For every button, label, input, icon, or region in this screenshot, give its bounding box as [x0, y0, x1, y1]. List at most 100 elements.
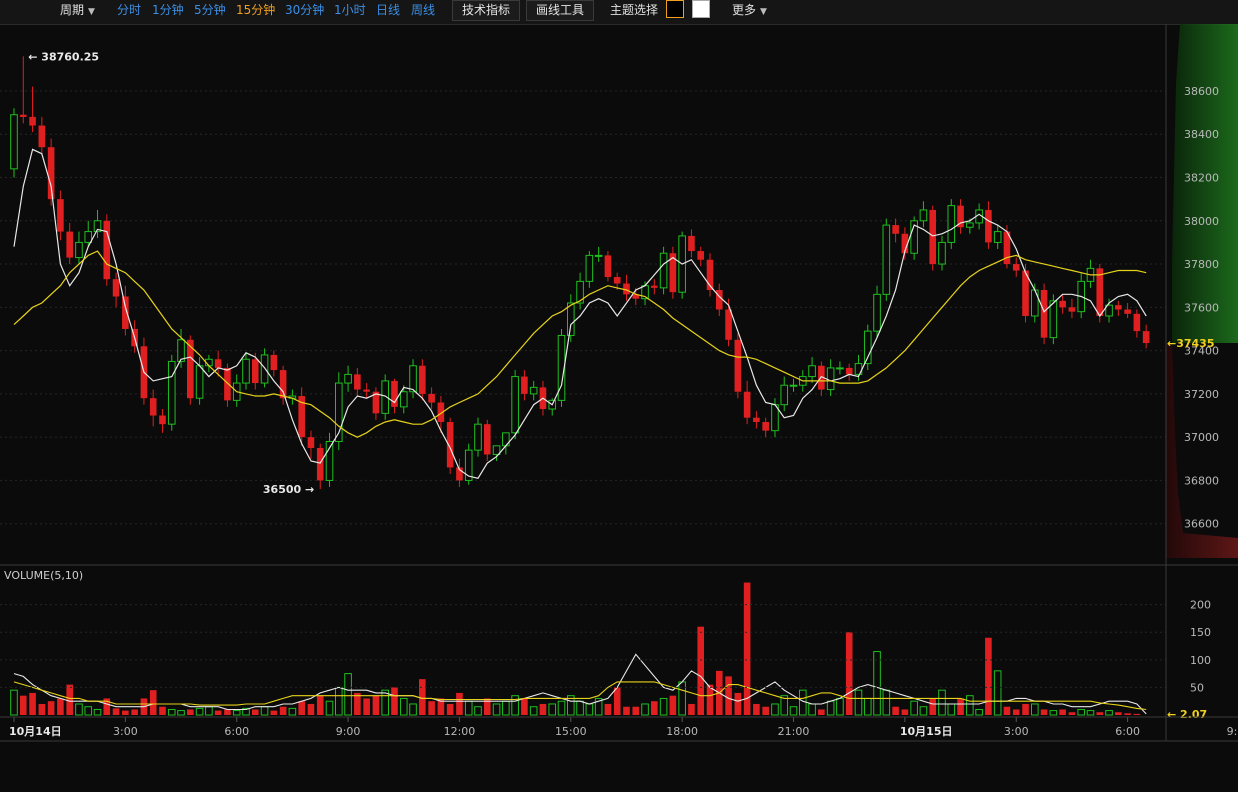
candle-body-down [270, 354, 278, 371]
volume-bar-up [474, 706, 482, 716]
candle-body-up [260, 354, 269, 384]
more-label: 更多 [732, 3, 757, 17]
volume-bar-down [818, 709, 825, 715]
volume-bar-down [270, 710, 278, 715]
candle-body-down [688, 235, 695, 252]
volume-bar-down [428, 701, 435, 715]
period-tab-active[interactable]: 15分钟 [236, 3, 276, 17]
period-tab[interactable]: 5分钟 [194, 3, 226, 17]
period-tab[interactable]: 1小时 [334, 3, 366, 17]
volume-ma-slow-line [13, 681, 1147, 711]
volume-bar-up [325, 700, 334, 716]
price-tick-label: 37800 [1184, 258, 1219, 271]
candle-body-up [938, 241, 946, 265]
candle-body-down [734, 339, 742, 392]
candle-body-up [75, 241, 83, 259]
volume-bar-up [195, 707, 204, 716]
candle-body-down [103, 220, 111, 280]
volume-bar-down [149, 690, 157, 715]
volume-bar-down [706, 684, 714, 715]
candle-body-up [344, 373, 352, 384]
volume-bar-up [399, 697, 408, 716]
candle-body-down [845, 367, 853, 375]
volume-bar-up [381, 689, 389, 716]
volume-bar-up [780, 695, 789, 716]
more-dropdown[interactable]: 更多 ▼ [732, 0, 767, 24]
candle-body-up [873, 293, 881, 332]
candle-body-down [279, 370, 287, 399]
volume-bar-up [335, 686, 343, 716]
low-price-marker: 36500 → [263, 483, 314, 496]
candle-body-up [576, 280, 584, 304]
time-tick-label: 6:00 [224, 725, 249, 738]
candlestick-series [10, 56, 1150, 490]
candle-body-down [892, 225, 899, 234]
candle-body-up [93, 220, 102, 233]
candle-body-up [325, 440, 334, 481]
volume-bar-down [1124, 713, 1131, 715]
volume-bar-down [112, 708, 120, 715]
drawing-tools-button[interactable]: 画线工具 [526, 0, 595, 21]
candle-body-down [483, 424, 491, 455]
time-tick-label: 10月15日 [900, 725, 953, 738]
price-gridlines [0, 90, 1166, 525]
candle-body-up [910, 220, 918, 254]
volume-bar-down [1003, 706, 1011, 715]
candle-body-down [316, 447, 324, 481]
candle-body-down [354, 374, 361, 390]
period-tab[interactable]: 分时 [117, 3, 142, 17]
ma-fast-line [13, 148, 1147, 479]
volume-bar-up [1086, 710, 1095, 716]
time-tick-label: 21:00 [778, 725, 810, 738]
volume-bar-down [131, 709, 138, 715]
volume-bar-down [103, 698, 111, 715]
price-tick-label: 36600 [1184, 518, 1219, 531]
price-tick-label: 38200 [1184, 172, 1219, 185]
volume-bar-up [567, 695, 575, 716]
volume-bar-up [93, 708, 102, 716]
volume-bar-down [1012, 709, 1020, 715]
candle-body-down [446, 422, 454, 468]
period-dropdown[interactable]: 周期 ▼ [60, 0, 95, 24]
volume-bar-up [771, 703, 779, 716]
volume-bar-up [836, 697, 844, 716]
theme-light-swatch[interactable] [692, 0, 710, 18]
candle-body-down [669, 253, 677, 293]
chart-canvas[interactable]: 36600 36800 37000 37200 37400 37600 37800 38000… [0, 24, 1238, 792]
high-price-marker: ← 38760.25 [28, 50, 99, 63]
candle-body-down [307, 437, 315, 448]
theme-dark-swatch[interactable] [666, 0, 684, 18]
candle-body-up [492, 445, 501, 455]
volume-bar-down [613, 687, 621, 715]
price-markers: ← 38760.25 36500 → ←37435 ← 2.07 [28, 50, 1214, 721]
technical-indicators-button[interactable]: 技术指标 [452, 0, 521, 21]
volume-bar-down [391, 687, 398, 715]
volume-bar-down [456, 692, 463, 715]
price-axis: 36600 36800 37000 37200 37400 37600 37800 38000… [1184, 85, 1219, 531]
period-tab[interactable]: 日线 [376, 3, 401, 17]
candle-body-down [298, 396, 305, 438]
candle-body-up [474, 423, 482, 451]
candle-body-down [372, 391, 380, 414]
candle-body-down [1068, 307, 1076, 312]
period-tab[interactable]: 30分钟 [285, 3, 325, 17]
chevron-down-icon: ▼ [760, 7, 767, 17]
candle-body-up [780, 384, 789, 406]
volume-bar-down [483, 698, 491, 715]
volume-bar-down [845, 632, 853, 715]
candle-body-down [1133, 313, 1141, 332]
candle-body-down [419, 365, 426, 394]
period-tab[interactable]: 周线 [411, 3, 436, 17]
volume-bar-up [167, 708, 176, 716]
volume-bar-down [1133, 713, 1141, 715]
candle-body-down [1115, 305, 1122, 310]
period-tab[interactable]: 1分钟 [152, 3, 184, 17]
volume-bar-down [159, 706, 166, 715]
candle-body-up [242, 358, 250, 384]
volume-bar-down [632, 706, 640, 715]
volume-bar-down [604, 703, 612, 715]
candle-body-up [836, 367, 844, 370]
volume-bar-up [464, 700, 473, 716]
candle-body-down [1096, 268, 1104, 316]
volume-bar-up [548, 703, 557, 716]
